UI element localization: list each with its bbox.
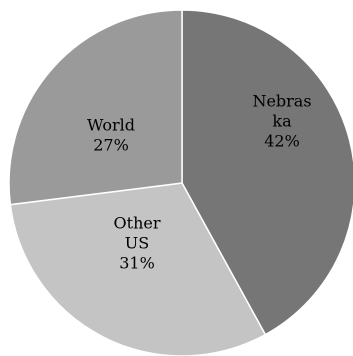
slice-name-label: Nebras (252, 92, 311, 111)
slice-label-other-us: Other US 31% (114, 214, 161, 273)
slice-percent-label: 42% (264, 132, 300, 151)
slice-label-nebraska: Nebras ka 42% (252, 92, 311, 151)
pie-labels: Nebras ka 42% Other US 31% World 27% (87, 92, 312, 273)
pie-slice-world (8, 9, 183, 206)
slice-percent-label: 27% (93, 136, 129, 155)
slice-label-world: World 27% (87, 116, 135, 155)
slice-percent-label: 31% (119, 254, 155, 273)
pie-slice-nebraska (181, 9, 353, 336)
slice-name-label: ka (272, 112, 292, 131)
slice-name-label: US (125, 234, 149, 253)
slice-name-label: Other (114, 214, 161, 233)
pie-slices (8, 9, 353, 356)
slice-name-label: World (87, 116, 135, 135)
pie-slice-other-us (9, 182, 267, 356)
